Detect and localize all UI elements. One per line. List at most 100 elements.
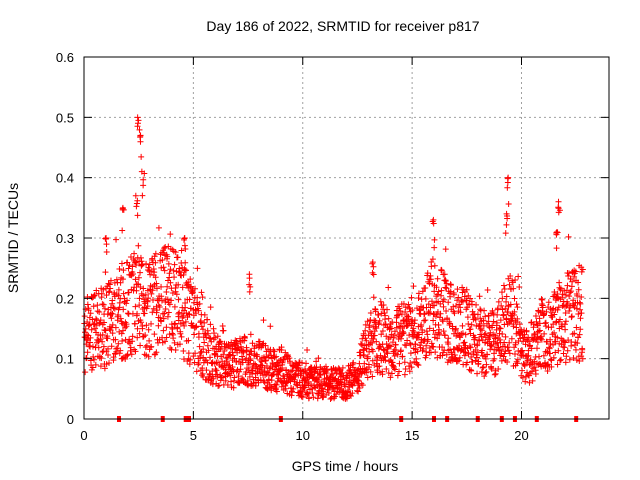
data-point [533, 318, 540, 325]
data-point [541, 330, 548, 337]
data-point [429, 256, 436, 263]
data-point [109, 321, 116, 328]
data-point [382, 312, 389, 319]
data-point [186, 296, 193, 303]
data-point [131, 250, 138, 257]
data-point [317, 372, 324, 379]
data-point [197, 318, 204, 325]
data-point [199, 294, 206, 301]
data-point [200, 326, 207, 333]
data-point [116, 350, 123, 357]
data-point [229, 364, 236, 371]
data-point [529, 377, 536, 384]
data-point [358, 342, 365, 349]
data-point [134, 123, 141, 130]
data-point [83, 331, 90, 338]
data-point [137, 134, 144, 141]
data-point [84, 349, 91, 356]
data-point [233, 358, 240, 365]
data-point [137, 269, 144, 276]
data-point [409, 307, 416, 314]
data-point [463, 286, 470, 293]
data-point [557, 286, 564, 293]
data-point [347, 392, 354, 399]
data-point [145, 353, 152, 360]
data-point [158, 318, 165, 325]
data-point [434, 275, 441, 282]
data-point [511, 351, 518, 358]
data-point [407, 350, 414, 357]
data-point [372, 323, 379, 330]
data-point [404, 337, 411, 344]
data-point [516, 321, 523, 328]
data-point [560, 350, 567, 357]
data-point [483, 361, 490, 368]
data-point [507, 273, 514, 280]
data-point [148, 290, 155, 297]
data-point [387, 343, 394, 350]
data-point [476, 321, 483, 328]
data-point [394, 351, 401, 358]
data-point [504, 179, 511, 186]
data-point [164, 313, 171, 320]
data-point [563, 353, 570, 360]
data-point [399, 353, 406, 360]
data-point [438, 267, 445, 274]
data-point [325, 389, 332, 396]
data-point [151, 253, 158, 260]
data-point [423, 352, 430, 359]
data-points [81, 114, 586, 403]
data-point [111, 305, 118, 312]
data-point [172, 249, 179, 256]
data-point [136, 330, 143, 337]
data-point [550, 341, 557, 348]
data-point [397, 347, 404, 354]
data-point [408, 294, 415, 301]
data-point [532, 371, 539, 378]
data-point [205, 376, 212, 383]
data-point [496, 324, 503, 331]
data-point [561, 321, 568, 328]
data-point [369, 339, 376, 346]
data-point [388, 370, 395, 377]
data-point [115, 340, 122, 347]
data-point [106, 360, 113, 367]
data-point [432, 349, 439, 356]
data-point [124, 297, 131, 304]
y-axis-label: SRMTID / TECUs [5, 183, 21, 293]
data-point [109, 330, 116, 337]
data-point [86, 322, 93, 329]
data-point [272, 385, 279, 392]
data-point [472, 316, 479, 323]
data-point [579, 266, 586, 273]
data-point [476, 293, 483, 300]
data-point [135, 242, 142, 249]
data-point [192, 324, 199, 331]
data-point [500, 311, 507, 318]
data-point [482, 369, 489, 376]
data-point [205, 330, 212, 337]
data-point [87, 334, 94, 341]
data-point [115, 286, 122, 293]
data-point [482, 313, 489, 320]
data-point [367, 310, 374, 317]
data-point [577, 306, 584, 313]
data-point [576, 331, 583, 338]
data-point [224, 381, 231, 388]
data-point [419, 288, 426, 295]
data-point [538, 296, 545, 303]
data-point [391, 365, 398, 372]
data-point [364, 353, 371, 360]
data-point [422, 284, 429, 291]
data-point [235, 358, 242, 365]
data-point [170, 331, 177, 338]
data-point [430, 327, 437, 334]
axis-ticks: 0 0.1 0.2 0.3 0.4 0.5 0.6 0 5 10 15 20 [56, 50, 609, 443]
data-point [116, 266, 123, 273]
data-point [557, 285, 564, 292]
data-point [392, 341, 399, 348]
data-point [382, 357, 389, 364]
data-point [310, 394, 317, 401]
data-point [474, 341, 481, 348]
data-point [167, 266, 174, 273]
